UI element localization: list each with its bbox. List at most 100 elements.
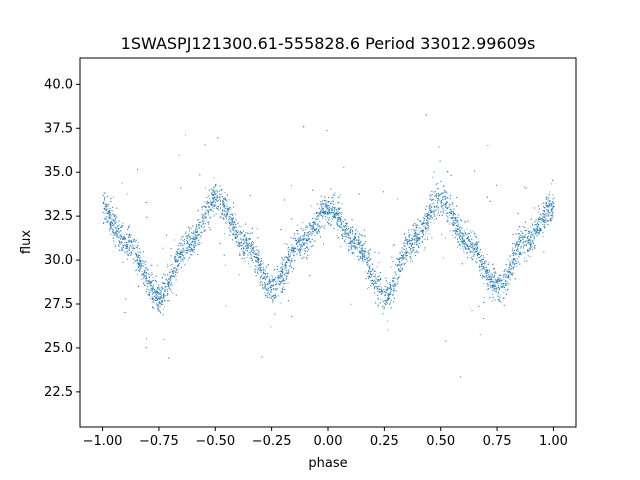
- data-point: [181, 250, 183, 252]
- data-point: [246, 243, 248, 244]
- data-point: [107, 213, 109, 215]
- data-point: [227, 211, 229, 213]
- data-point: [186, 240, 187, 241]
- data-point: [341, 214, 343, 215]
- data-point: [438, 209, 440, 211]
- data-point: [552, 208, 554, 210]
- data-point: [470, 231, 472, 233]
- data-point: [461, 236, 463, 238]
- data-point: [285, 279, 287, 281]
- data-point: [264, 274, 266, 275]
- data-point: [294, 239, 296, 241]
- data-point: [177, 259, 179, 261]
- data-point: [306, 233, 308, 235]
- data-point: [284, 263, 286, 265]
- data-point: [488, 276, 490, 278]
- data-point: [429, 195, 431, 197]
- data-point: [459, 230, 461, 232]
- data-point: [480, 265, 482, 267]
- data-point: [438, 212, 439, 214]
- data-point: [174, 270, 176, 272]
- data-point: [117, 227, 119, 229]
- data-point: [131, 248, 133, 250]
- data-point: [499, 279, 501, 281]
- data-point: [465, 242, 466, 244]
- data-point: [187, 242, 189, 244]
- data-point: [393, 283, 395, 285]
- data-point: [223, 197, 224, 199]
- data-point: [275, 281, 277, 283]
- data-point: [201, 220, 203, 222]
- data-point: [344, 231, 346, 233]
- data-point: [396, 278, 398, 280]
- data-point: [427, 239, 429, 241]
- data-point: [170, 291, 172, 293]
- data-point: [363, 256, 365, 258]
- data-point: [239, 252, 241, 254]
- data-point: [111, 223, 113, 225]
- data-point: [282, 286, 284, 288]
- data-point: [262, 263, 264, 265]
- data-point: [419, 237, 421, 239]
- data-point: [377, 294, 379, 296]
- data-point: [150, 282, 152, 284]
- data-point: [384, 294, 386, 296]
- data-point: [430, 222, 432, 223]
- data-point: [171, 263, 173, 265]
- data-point: [372, 268, 374, 270]
- data-point: [243, 254, 245, 256]
- data-point: [417, 218, 419, 220]
- data-point: [168, 279, 170, 281]
- data-point: [429, 198, 431, 200]
- data-point: [536, 222, 538, 224]
- data-point: [483, 275, 484, 277]
- data-point: [472, 242, 474, 243]
- data-point: [423, 249, 425, 251]
- data-point: [104, 192, 106, 194]
- data-point: [211, 204, 213, 206]
- data-point: [202, 227, 204, 228]
- data-point: [361, 248, 363, 250]
- data-point: [522, 226, 524, 228]
- data-point: [373, 270, 375, 272]
- data-point: [142, 263, 144, 264]
- data-point: [389, 288, 391, 290]
- data-point: [238, 243, 240, 245]
- data-point: [529, 242, 531, 243]
- data-point: [498, 288, 500, 290]
- data-point: [537, 223, 539, 224]
- data-point: [369, 266, 371, 268]
- data-point: [370, 258, 372, 259]
- data-point: [511, 249, 513, 251]
- data-point: [152, 286, 154, 288]
- data-point: [284, 282, 286, 284]
- data-point: [186, 250, 188, 252]
- data-point: [516, 241, 518, 243]
- data-point: [149, 282, 151, 284]
- data-point: [326, 201, 328, 203]
- data-point: [464, 244, 466, 246]
- data-point: [355, 234, 356, 236]
- data-point: [414, 238, 416, 240]
- data-point: [467, 249, 469, 250]
- data-point: [265, 275, 267, 277]
- data-point: [166, 285, 168, 287]
- data-point: [503, 279, 505, 281]
- data-point: [282, 279, 284, 281]
- data-point: [353, 237, 355, 239]
- data-point: [298, 242, 300, 244]
- data-point: [110, 221, 112, 223]
- data-point: [163, 338, 165, 340]
- data-point: [248, 263, 250, 265]
- data-point: [253, 269, 255, 271]
- data-point: [151, 273, 153, 275]
- data-point: [463, 235, 465, 237]
- data-point: [157, 292, 159, 294]
- data-point: [283, 280, 284, 282]
- data-point: [128, 248, 130, 250]
- data-point: [252, 262, 254, 263]
- data-point: [512, 262, 514, 264]
- data-point: [502, 284, 504, 286]
- data-point: [262, 269, 264, 271]
- data-point: [339, 219, 341, 221]
